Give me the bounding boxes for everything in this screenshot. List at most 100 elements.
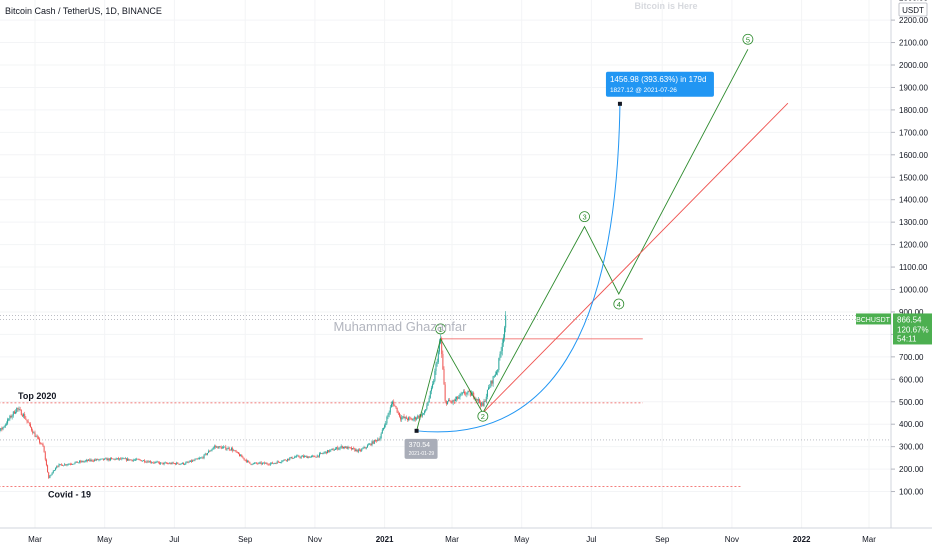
candle-body bbox=[418, 415, 420, 418]
wave-label-circle bbox=[613, 298, 625, 310]
candle-body bbox=[306, 456, 308, 459]
candle-body bbox=[318, 453, 320, 457]
candle-body bbox=[15, 412, 17, 414]
candle-body bbox=[365, 447, 367, 449]
candle-body bbox=[406, 418, 408, 420]
candle-body bbox=[366, 445, 368, 448]
candle-body bbox=[181, 462, 183, 464]
candle-body bbox=[435, 363, 437, 372]
candle-body bbox=[33, 432, 35, 434]
candle-body bbox=[228, 447, 230, 450]
candle-body bbox=[461, 392, 463, 394]
candle-body bbox=[52, 470, 54, 473]
candle-body bbox=[394, 405, 396, 407]
candle-body bbox=[490, 380, 492, 387]
candle-body bbox=[111, 458, 113, 459]
candle-body bbox=[344, 446, 346, 449]
candle-body bbox=[209, 450, 211, 452]
candle-body bbox=[131, 459, 133, 461]
candle-body bbox=[129, 459, 131, 461]
candle-body bbox=[144, 460, 146, 463]
candle-body bbox=[221, 447, 223, 449]
y-tick-label: 1600.00 bbox=[899, 151, 928, 160]
candle-body bbox=[242, 457, 244, 458]
candle-body bbox=[232, 448, 234, 451]
x-tick-label: May bbox=[514, 535, 529, 544]
candle-body bbox=[140, 460, 142, 462]
candle-body bbox=[283, 459, 285, 461]
candle-body bbox=[397, 412, 399, 414]
price-badge-countdown: 54:11 bbox=[897, 334, 917, 343]
candle-body bbox=[357, 449, 359, 452]
candle-body bbox=[395, 406, 397, 408]
candle-body bbox=[216, 446, 218, 448]
candle-body bbox=[243, 457, 245, 460]
candle-body bbox=[241, 454, 243, 458]
candle-body bbox=[65, 464, 67, 466]
currency-box[interactable] bbox=[898, 2, 928, 17]
candle-body bbox=[163, 462, 165, 465]
y-tick-label: 1200.00 bbox=[899, 241, 928, 250]
candle-body bbox=[411, 418, 413, 421]
candle-body bbox=[192, 460, 194, 462]
candle-body bbox=[385, 423, 387, 426]
candle-body bbox=[442, 353, 444, 370]
candle-body bbox=[72, 463, 74, 465]
candle-body bbox=[258, 462, 260, 464]
y-tick-label: 1300.00 bbox=[899, 218, 928, 227]
candle-body bbox=[468, 391, 470, 392]
candle-body bbox=[83, 461, 85, 463]
candle-body bbox=[340, 446, 342, 448]
candle-body bbox=[117, 458, 119, 460]
candle-body bbox=[345, 446, 347, 449]
candle-body bbox=[369, 443, 371, 445]
candle-body bbox=[448, 399, 450, 402]
candle-body bbox=[292, 458, 294, 459]
candle-body bbox=[445, 400, 447, 405]
candle-body bbox=[356, 449, 358, 452]
candle-body bbox=[114, 458, 116, 460]
candle-body bbox=[430, 387, 432, 392]
candle-body bbox=[115, 458, 117, 460]
candle-body bbox=[446, 401, 448, 405]
candle-body bbox=[107, 458, 109, 461]
candle-body bbox=[53, 470, 55, 472]
candle-body bbox=[436, 362, 438, 364]
candle-body bbox=[200, 457, 202, 459]
candle-body bbox=[434, 371, 436, 381]
low-marker-date: 2021-01-29 bbox=[409, 451, 435, 457]
candle-body bbox=[342, 446, 344, 449]
grid-layer bbox=[0, 0, 891, 528]
candle-body bbox=[175, 463, 177, 465]
candle-body bbox=[109, 458, 111, 461]
candle-body bbox=[334, 448, 336, 450]
candle-body bbox=[154, 462, 156, 463]
candle-body bbox=[173, 463, 175, 465]
candle-body bbox=[159, 462, 161, 464]
x-axis[interactable]: Mar May Jul Sep Nov 2021 Mar May Jul Sep Nov 2022 Ma… bbox=[28, 535, 876, 544]
candle-body bbox=[205, 453, 207, 455]
projection-curve bbox=[416, 103, 621, 433]
candle-body bbox=[211, 449, 213, 451]
candle-body bbox=[304, 456, 306, 458]
candle-body bbox=[26, 419, 28, 422]
wave-label-circle bbox=[477, 410, 489, 422]
price-badge bbox=[893, 313, 932, 345]
candle-body bbox=[188, 461, 190, 463]
candle-body bbox=[32, 430, 34, 434]
candle-body bbox=[368, 444, 370, 446]
candle-body bbox=[451, 401, 453, 403]
candle-body bbox=[324, 451, 326, 453]
candle-body bbox=[380, 433, 382, 439]
candle-body bbox=[370, 443, 372, 446]
candle-body bbox=[249, 461, 251, 464]
candle-body bbox=[49, 475, 51, 479]
wave-label: 5 bbox=[746, 35, 750, 44]
candle-body bbox=[329, 450, 331, 452]
candle-body bbox=[481, 402, 483, 406]
candle-body bbox=[226, 448, 228, 450]
candle-body bbox=[136, 458, 138, 460]
candle-body bbox=[104, 458, 106, 460]
candle-body bbox=[45, 459, 47, 466]
